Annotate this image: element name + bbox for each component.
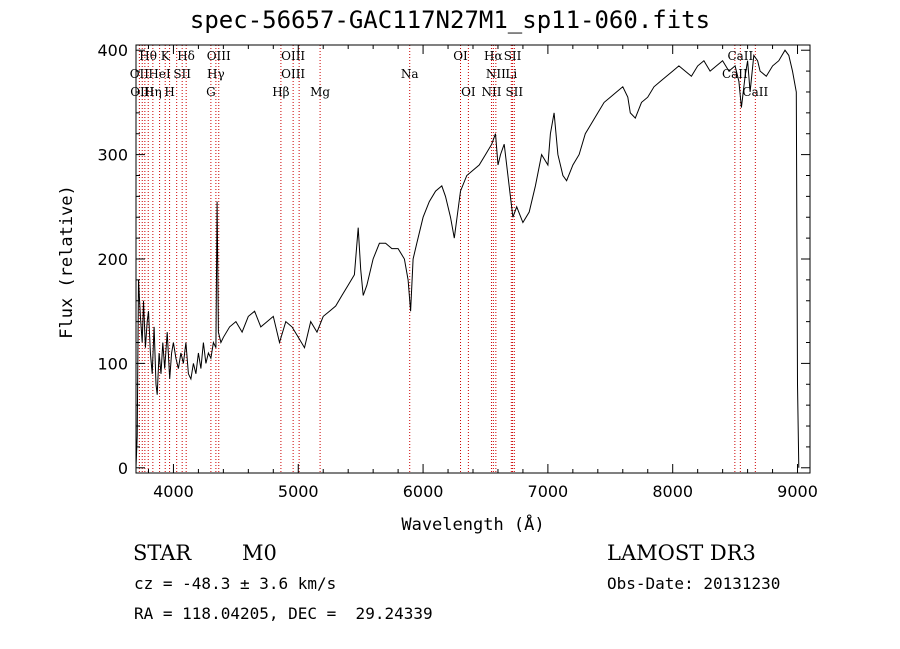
- x-tick-label: 6000: [403, 482, 444, 501]
- line-label: G: [206, 85, 216, 99]
- line-label: Hγ: [207, 67, 225, 81]
- line-label: Hδ: [177, 49, 195, 63]
- x-tick-label: 7000: [528, 482, 569, 501]
- line-label: OIII: [281, 49, 305, 63]
- redshift-velocity: cz = -48.3 ± 3.6 km/s: [134, 574, 337, 593]
- spectrum-line: [135, 49, 800, 468]
- line-label: H: [164, 85, 174, 99]
- y-tick-label: 300: [97, 146, 128, 165]
- line-label: NII: [486, 67, 506, 81]
- object-subclass: M0: [242, 541, 277, 565]
- line-label: Hβ: [272, 85, 289, 99]
- line-label: OIII: [130, 85, 154, 99]
- y-tick-label: 0: [118, 459, 128, 478]
- line-label: Mg: [310, 85, 330, 99]
- x-tick-label: 4000: [153, 482, 194, 501]
- chart-title: spec-56657-GAC117N27M1_sp11-060.fits: [189, 6, 711, 34]
- line-label: Na: [401, 67, 419, 81]
- line-label: SII: [173, 67, 191, 81]
- line-label: SII: [504, 49, 522, 63]
- plot-frame: [135, 44, 811, 474]
- y-tick-label: 100: [97, 354, 128, 373]
- line-label: CaII: [727, 49, 753, 63]
- x-tick-label: 8000: [652, 482, 693, 501]
- y-tick-label: 400: [97, 41, 128, 60]
- y-axis-label: Flux (relative): [57, 185, 77, 339]
- survey-name: LAMOST DR3: [607, 541, 756, 565]
- coordinates: RA = 118.04205, DEC = 29.24339: [134, 604, 433, 623]
- y-axis-ticks: 0 100 200 300 400: [97, 41, 810, 478]
- line-label: HeI: [148, 67, 171, 81]
- line-label: Li: [505, 67, 517, 81]
- x-tick-label: 5000: [278, 482, 319, 501]
- line-label: K: [161, 49, 171, 63]
- line-label: Hα: [484, 49, 503, 63]
- line-label: OI: [453, 49, 468, 63]
- line-label: OI: [461, 85, 476, 99]
- line-label: SII: [505, 85, 523, 99]
- line-label: OII: [130, 67, 150, 81]
- line-label: Hη: [144, 85, 162, 99]
- line-label: CaII: [722, 67, 748, 81]
- observation-date: Obs-Date: 20131230: [607, 574, 781, 593]
- y-tick-label: 200: [97, 250, 128, 269]
- line-label: OIII: [207, 49, 231, 63]
- line-label: OIII: [281, 67, 305, 81]
- x-axis-ticks: 4000 5000 6000 7000 8000 9000: [147, 45, 818, 501]
- emission-line-markers: [138, 45, 756, 473]
- line-label: Hθ: [139, 49, 157, 63]
- x-axis-label: Wavelength (Å): [401, 513, 544, 535]
- line-label: CaII: [742, 85, 768, 99]
- x-tick-label: 9000: [777, 482, 818, 501]
- line-label: NII: [481, 85, 501, 99]
- object-class: STAR: [133, 541, 192, 565]
